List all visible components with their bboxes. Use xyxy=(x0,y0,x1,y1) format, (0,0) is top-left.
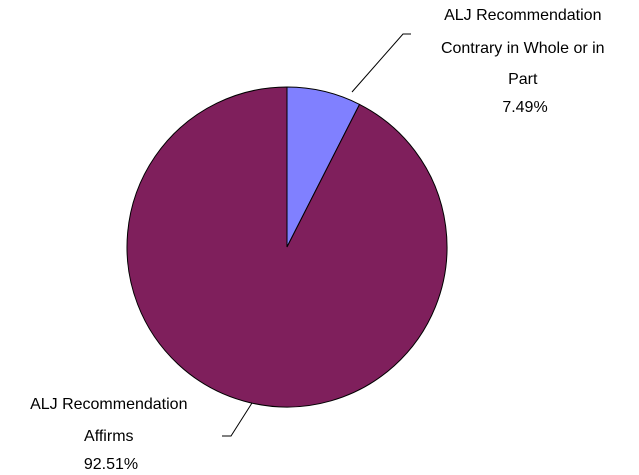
slice-label-affirms-line-1: ALJ Recommendation xyxy=(30,396,187,413)
pie-slices xyxy=(126,86,448,408)
slice-label-affirms: ALJ Recommendation Affirms 92.51% xyxy=(30,396,192,473)
slice-label-contrary-line-1: ALJ Recommendation xyxy=(444,7,601,24)
pie-slice-affirms xyxy=(126,86,448,408)
slice-label-affirms-line-2: Affirms xyxy=(84,428,133,445)
leader-line-contrary xyxy=(351,33,411,93)
leader-line-affirms xyxy=(222,402,253,437)
slice-percent-contrary: 7.49% xyxy=(502,99,547,116)
slice-label-contrary: ALJ Recommendation Contrary in Whole or … xyxy=(441,7,609,116)
slice-label-contrary-line-2: Contrary in Whole or in xyxy=(441,40,605,57)
slice-label-contrary-line-3: Part xyxy=(508,71,538,88)
slice-percent-affirms: 92.51% xyxy=(84,456,138,473)
